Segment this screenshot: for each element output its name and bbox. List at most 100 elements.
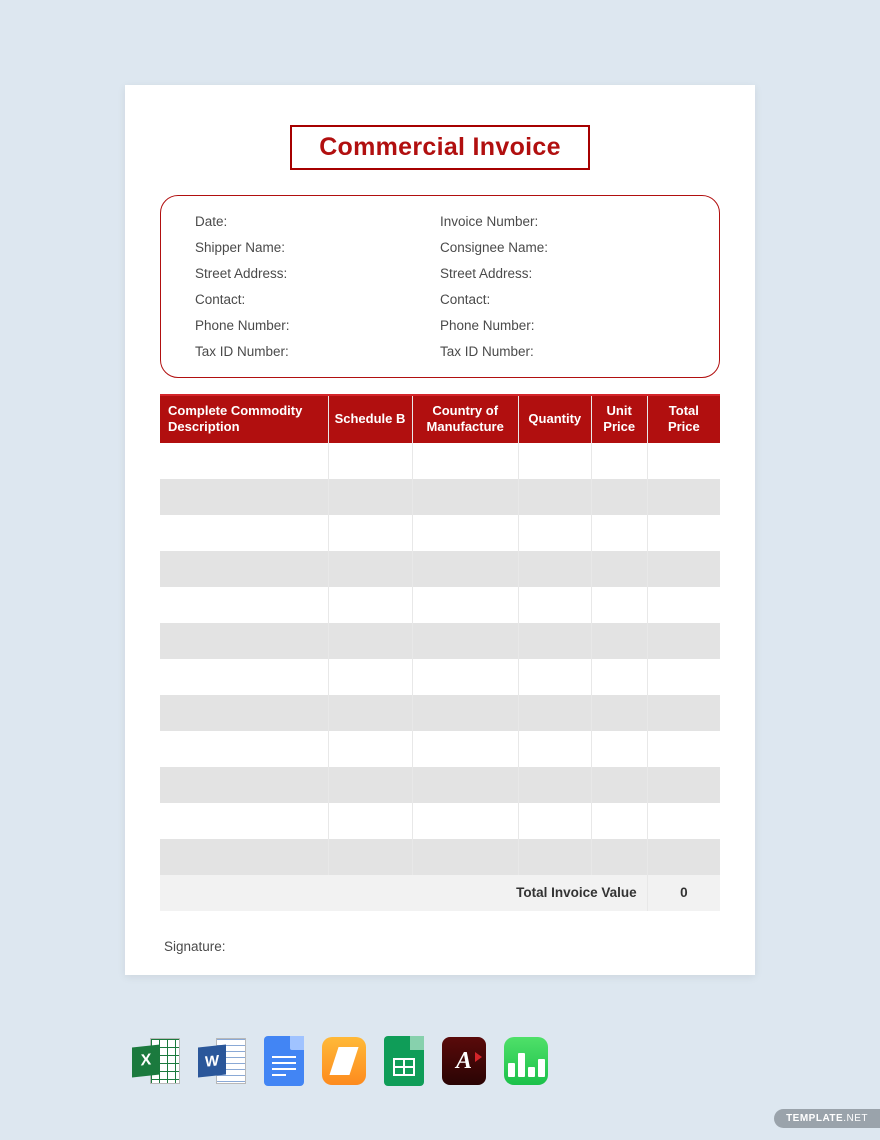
table-cell[interactable] <box>591 695 647 731</box>
info-label: Street Address: <box>195 266 440 281</box>
table-cell[interactable] <box>518 767 591 803</box>
table-cell[interactable] <box>328 695 412 731</box>
table-cell[interactable] <box>412 659 518 695</box>
table-cell[interactable] <box>328 479 412 515</box>
info-label: Consignee Name: <box>440 240 685 255</box>
table-cell[interactable] <box>518 803 591 839</box>
info-label: Tax ID Number: <box>440 344 685 359</box>
table-cell[interactable] <box>591 623 647 659</box>
table-cell[interactable] <box>412 479 518 515</box>
table-cell[interactable] <box>591 479 647 515</box>
table-cell[interactable] <box>518 695 591 731</box>
table-cell[interactable] <box>591 443 647 479</box>
table-cell[interactable] <box>412 803 518 839</box>
table-cell[interactable] <box>160 695 328 731</box>
table-cell[interactable] <box>518 515 591 551</box>
table-cell[interactable] <box>591 515 647 551</box>
table-row <box>160 587 720 623</box>
table-cell[interactable] <box>160 479 328 515</box>
google-sheets-icon[interactable] <box>384 1036 424 1086</box>
numbers-icon[interactable] <box>504 1037 548 1085</box>
table-cell[interactable] <box>591 839 647 875</box>
table-cell[interactable] <box>160 731 328 767</box>
table-cell[interactable] <box>412 695 518 731</box>
title-box: Commercial Invoice <box>290 125 590 170</box>
col-header: Unit Price <box>591 395 647 443</box>
table-row <box>160 623 720 659</box>
table-cell[interactable] <box>412 731 518 767</box>
table-row <box>160 767 720 803</box>
table-cell[interactable] <box>591 659 647 695</box>
table-cell[interactable] <box>328 587 412 623</box>
table-cell[interactable] <box>647 515 720 551</box>
table-cell[interactable] <box>518 731 591 767</box>
col-header: Quantity <box>518 395 591 443</box>
col-header: Complete Commodity Description <box>160 395 328 443</box>
items-table: Complete Commodity Description Schedule … <box>160 394 720 911</box>
table-cell[interactable] <box>518 839 591 875</box>
table-cell[interactable] <box>160 551 328 587</box>
table-cell[interactable] <box>328 443 412 479</box>
table-cell[interactable] <box>647 551 720 587</box>
table-cell[interactable] <box>647 623 720 659</box>
table-cell[interactable] <box>647 731 720 767</box>
table-cell[interactable] <box>647 587 720 623</box>
table-cell[interactable] <box>518 443 591 479</box>
table-cell[interactable] <box>160 839 328 875</box>
table-cell[interactable] <box>647 767 720 803</box>
table-cell[interactable] <box>412 551 518 587</box>
table-cell[interactable] <box>160 587 328 623</box>
col-header: Schedule B <box>328 395 412 443</box>
table-cell[interactable] <box>591 731 647 767</box>
word-icon[interactable]: W <box>198 1036 246 1086</box>
table-cell[interactable] <box>328 731 412 767</box>
table-cell[interactable] <box>160 803 328 839</box>
table-cell[interactable] <box>412 587 518 623</box>
table-cell[interactable] <box>591 551 647 587</box>
table-cell[interactable] <box>647 839 720 875</box>
table-cell[interactable] <box>591 587 647 623</box>
table-cell[interactable] <box>412 623 518 659</box>
table-cell[interactable] <box>647 443 720 479</box>
table-cell[interactable] <box>518 587 591 623</box>
table-cell[interactable] <box>328 839 412 875</box>
table-cell[interactable] <box>647 659 720 695</box>
table-cell[interactable] <box>160 515 328 551</box>
total-row: Total Invoice Value 0 <box>160 875 720 911</box>
table-row <box>160 515 720 551</box>
google-docs-icon[interactable] <box>264 1036 304 1086</box>
excel-icon[interactable]: X <box>132 1036 180 1086</box>
table-cell[interactable] <box>412 443 518 479</box>
table-cell[interactable] <box>160 623 328 659</box>
table-cell[interactable] <box>412 839 518 875</box>
table-cell[interactable] <box>518 551 591 587</box>
format-icon-row: X W A <box>132 1036 548 1086</box>
table-cell[interactable] <box>328 659 412 695</box>
table-cell[interactable] <box>328 803 412 839</box>
table-cell[interactable] <box>328 623 412 659</box>
table-header-row: Complete Commodity Description Schedule … <box>160 395 720 443</box>
col-header: Country of Manufacture <box>412 395 518 443</box>
table-cell[interactable] <box>328 515 412 551</box>
info-label: Contact: <box>440 292 685 307</box>
table-cell[interactable] <box>591 803 647 839</box>
table-cell[interactable] <box>160 443 328 479</box>
table-cell[interactable] <box>518 479 591 515</box>
info-label: Phone Number: <box>195 318 440 333</box>
table-cell[interactable] <box>328 551 412 587</box>
table-cell[interactable] <box>160 659 328 695</box>
table-row <box>160 803 720 839</box>
table-cell[interactable] <box>518 659 591 695</box>
table-cell[interactable] <box>647 479 720 515</box>
table-cell[interactable] <box>591 767 647 803</box>
info-box: Date: Shipper Name: Street Address: Cont… <box>160 195 720 378</box>
pdf-icon[interactable]: A <box>442 1037 486 1085</box>
table-cell[interactable] <box>160 767 328 803</box>
table-cell[interactable] <box>518 623 591 659</box>
table-cell[interactable] <box>647 803 720 839</box>
table-cell[interactable] <box>647 695 720 731</box>
pages-icon[interactable] <box>322 1037 366 1085</box>
table-cell[interactable] <box>412 515 518 551</box>
table-cell[interactable] <box>328 767 412 803</box>
table-cell[interactable] <box>412 767 518 803</box>
